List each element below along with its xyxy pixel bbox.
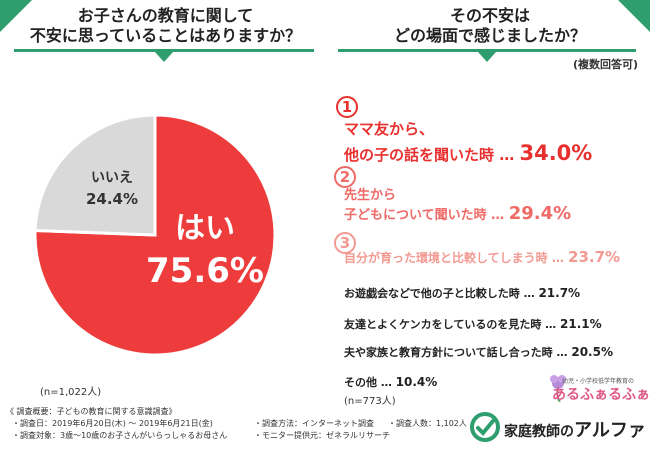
answer-text-line1: 先生から — [344, 188, 397, 203]
badge-name: あるふぁるふぁ — [552, 387, 650, 403]
survey-provider: ・モニター提供元：ゼネラルリサーチ — [254, 431, 390, 440]
question-left-line1: お子さんの教育に関して — [77, 6, 254, 25]
header-pointer-left — [155, 52, 173, 62]
pie-label-no: いいえ — [91, 170, 133, 186]
corner-decoration-left — [0, 0, 32, 32]
rank-badge: 1 — [336, 96, 358, 118]
pie-chart: はい 75.6% いいえ 24.4% — [33, 113, 277, 357]
pie-value-yes: 75.6% — [146, 251, 264, 291]
rank-badge: 3 — [334, 232, 356, 254]
answer-percent: 23.7% — [568, 248, 621, 266]
answer-dots: … — [547, 251, 569, 265]
answer-percent: 21.1% — [560, 317, 602, 331]
answer-text: 子どもについて聞いた時 … 29.4% — [344, 203, 571, 224]
answer-text: その他 … 10.4% — [344, 374, 437, 390]
survey-method: ・調査方法：インターネット調査 — [254, 419, 374, 428]
answer-text-line1: ママ友から、 — [344, 120, 435, 138]
answer-dots: … — [377, 376, 396, 389]
survey-date: ・調査日：2019年6月20日(木) ～ 2019年6月21日(金) — [12, 419, 213, 428]
rank-badge: 2 — [334, 166, 356, 188]
brand-logo: 家庭教師のアルファ — [470, 410, 646, 444]
answer-percent: 29.4% — [508, 203, 572, 224]
pie-sample-size: (n=1,022人) — [40, 387, 102, 398]
answer-label: 子どもについて聞いた時 — [344, 208, 487, 223]
answer-dots: … — [494, 146, 520, 164]
list-sample-size: (n=773人) — [344, 396, 396, 407]
answer-dots: … — [541, 318, 561, 331]
answer-text: 他の子の話を聞いた時 … 34.0% — [344, 141, 592, 165]
brand-prefix: 家庭教師の — [504, 424, 574, 440]
answer-label: 自分が育った環境と比較してしまう時 — [344, 251, 548, 265]
answer-label: その他 — [344, 376, 377, 389]
answer-percent: 34.0% — [519, 141, 593, 165]
survey-count: ・調査人数：1,102人 — [388, 419, 467, 428]
header-pointer-right — [478, 52, 496, 62]
question-right-title: その不安は どの場面で感じましたか？ — [340, 6, 640, 46]
question-right-line1: その不安は — [449, 6, 530, 25]
pie-label-yes: はい — [175, 211, 235, 246]
survey-target: ・調査対象：3歳～10歳のお子さんがいらっしゃるお母さん — [12, 431, 228, 440]
question-left-line2: 不安に思っていることはありますか？ — [29, 26, 302, 45]
answer-dots: … — [519, 287, 539, 300]
header-rule-right — [338, 49, 636, 52]
question-right-line2: どの場面で感じましたか？ — [393, 26, 586, 45]
answer-percent: 20.5% — [571, 345, 613, 359]
brand-name-text: 家庭教師のアルファ — [504, 416, 646, 442]
answer-dots: … — [486, 208, 509, 223]
header-rule-left — [14, 49, 314, 52]
brand-name: アルファ — [574, 420, 646, 441]
answer-text: お遊戯会などで他の子と比較した時 … 21.7% — [344, 285, 580, 301]
answer-percent: 10.4% — [395, 375, 438, 389]
badge-caption: 幼児・小学校低学年教育の — [562, 378, 635, 385]
answer-label: お遊戯会などで他の子と比較した時 — [344, 287, 520, 300]
arufa-rufa-badge: 幼児・小学校低学年教育の あるふぁるふぁ — [548, 374, 650, 404]
flower-icon — [550, 375, 566, 402]
alpha-logo-icon — [470, 412, 500, 442]
survey-title: 《 調査概要：子どもの教育に関する意識調査》 — [6, 407, 177, 416]
answer-dots: … — [552, 346, 572, 359]
pie-slice-no — [33, 113, 157, 237]
answer-text: 自分が育った環境と比較してしまう時 … 23.7% — [344, 248, 620, 266]
pie-value-no: 24.4% — [86, 190, 138, 208]
answer-label: 他の子の話を聞いた時 — [344, 146, 495, 164]
corner-decoration-right — [618, 0, 650, 32]
multiple-answer-note: (複数回答可) — [572, 58, 638, 71]
answer-text: 友達とよくケンカをしているのを見た時 … 21.1% — [344, 316, 602, 332]
question-left-title: お子さんの教育に関して 不安に思っていることはありますか？ — [18, 6, 313, 46]
answer-label: 夫や家族と教育方針について話し合った時 — [344, 346, 553, 359]
answer-percent: 21.7% — [538, 286, 581, 300]
answer-label: 友達とよくケンカをしているのを見た時 — [344, 318, 542, 331]
answer-text: 夫や家族と教育方針について話し合った時 … 20.5% — [344, 344, 613, 360]
